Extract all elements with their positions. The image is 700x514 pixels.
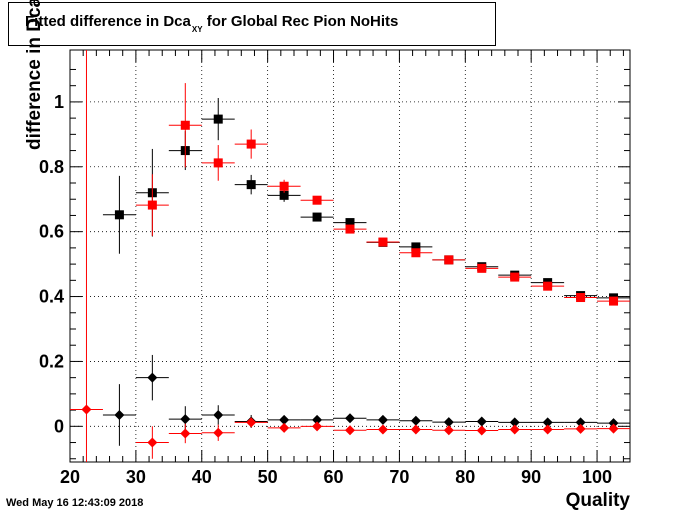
square-marker bbox=[312, 195, 322, 205]
title-main: Fitted difference in Dca bbox=[25, 13, 191, 30]
diamond-marker bbox=[213, 427, 224, 438]
square-marker bbox=[477, 263, 487, 273]
diamond-marker bbox=[312, 414, 323, 425]
title-rest: for Global Rec Pion NoHits bbox=[202, 13, 399, 30]
square-marker bbox=[411, 242, 421, 252]
square-marker bbox=[246, 139, 256, 149]
square-marker bbox=[510, 272, 520, 282]
x-tick-label: 50 bbox=[258, 467, 278, 487]
diamond-marker bbox=[509, 424, 520, 435]
square-marker bbox=[147, 200, 157, 210]
title-box: Fitted difference in DcaXY for Global Re… bbox=[8, 2, 496, 46]
chart-title: Fitted difference in DcaXY for Global Re… bbox=[25, 13, 398, 34]
square-marker bbox=[180, 120, 190, 130]
x-tick-label: 40 bbox=[192, 467, 212, 487]
diamond-marker bbox=[608, 418, 619, 429]
diamond-marker bbox=[114, 409, 125, 420]
diamond-marker bbox=[608, 423, 619, 434]
x-tick-label: 30 bbox=[126, 467, 146, 487]
square-marker bbox=[576, 293, 586, 303]
diamond-marker bbox=[246, 417, 257, 428]
square-marker bbox=[213, 158, 223, 168]
diamond-marker bbox=[213, 409, 224, 420]
x-tick-label: 70 bbox=[389, 467, 409, 487]
square-marker bbox=[246, 180, 256, 190]
diamond-marker bbox=[410, 424, 421, 435]
diamond-marker bbox=[312, 421, 323, 432]
diamond-marker bbox=[345, 425, 355, 436]
diamond-marker bbox=[147, 372, 158, 383]
square-marker bbox=[378, 237, 388, 247]
square-marker bbox=[543, 281, 553, 291]
square-marker bbox=[411, 248, 421, 258]
diamond-marker bbox=[410, 415, 421, 426]
diamond-marker bbox=[345, 413, 355, 424]
square-marker bbox=[213, 114, 223, 124]
x-tick-label: 20 bbox=[60, 467, 80, 487]
square-marker bbox=[444, 255, 454, 265]
square-marker bbox=[609, 296, 619, 306]
diamond-marker bbox=[476, 425, 487, 436]
datestamp: Wed May 16 12:43:09 2018 bbox=[6, 497, 144, 509]
square-marker bbox=[312, 212, 322, 222]
square-marker bbox=[345, 218, 355, 228]
diamond-marker bbox=[81, 404, 92, 415]
y-tick-label: 0.2 bbox=[39, 351, 64, 371]
y-tick-label: 0.6 bbox=[39, 222, 64, 242]
y-tick-label: 0.4 bbox=[39, 287, 64, 307]
x-tick-label: 80 bbox=[455, 467, 475, 487]
diamond-marker bbox=[509, 417, 520, 428]
diamond-marker bbox=[542, 417, 553, 428]
square-marker bbox=[279, 190, 289, 200]
square-marker bbox=[279, 181, 289, 191]
y-tick-label: 0 bbox=[54, 416, 64, 436]
diamond-marker bbox=[443, 417, 454, 428]
y-tick-label: 1 bbox=[54, 92, 64, 112]
diamond-marker bbox=[476, 416, 487, 427]
x-tick-label: 90 bbox=[521, 467, 541, 487]
diamond-marker bbox=[180, 428, 191, 439]
diamond-marker bbox=[377, 424, 388, 435]
x-tick-label: 60 bbox=[324, 467, 344, 487]
y-tick-label: 0.8 bbox=[39, 157, 64, 177]
diamond-marker bbox=[180, 414, 191, 425]
diamond-marker bbox=[147, 437, 158, 448]
square-marker bbox=[114, 210, 124, 220]
diamond-marker bbox=[377, 414, 388, 425]
y-axis-label: difference in DcaXY bbox=[24, 0, 51, 150]
diamond-marker bbox=[279, 422, 290, 433]
diamond-marker bbox=[575, 417, 586, 428]
diamond-marker bbox=[443, 425, 454, 436]
diamond-marker bbox=[575, 423, 586, 434]
x-tick-label: 100 bbox=[582, 467, 612, 487]
y-axis-label-main: difference in Dca bbox=[24, 0, 45, 150]
diamond-marker bbox=[279, 414, 290, 425]
square-marker bbox=[345, 224, 355, 234]
plot-frame bbox=[69, 49, 631, 463]
diamond-marker bbox=[542, 424, 553, 435]
x-axis-label: Quality bbox=[565, 490, 630, 511]
title-subscript: XY bbox=[191, 25, 203, 34]
